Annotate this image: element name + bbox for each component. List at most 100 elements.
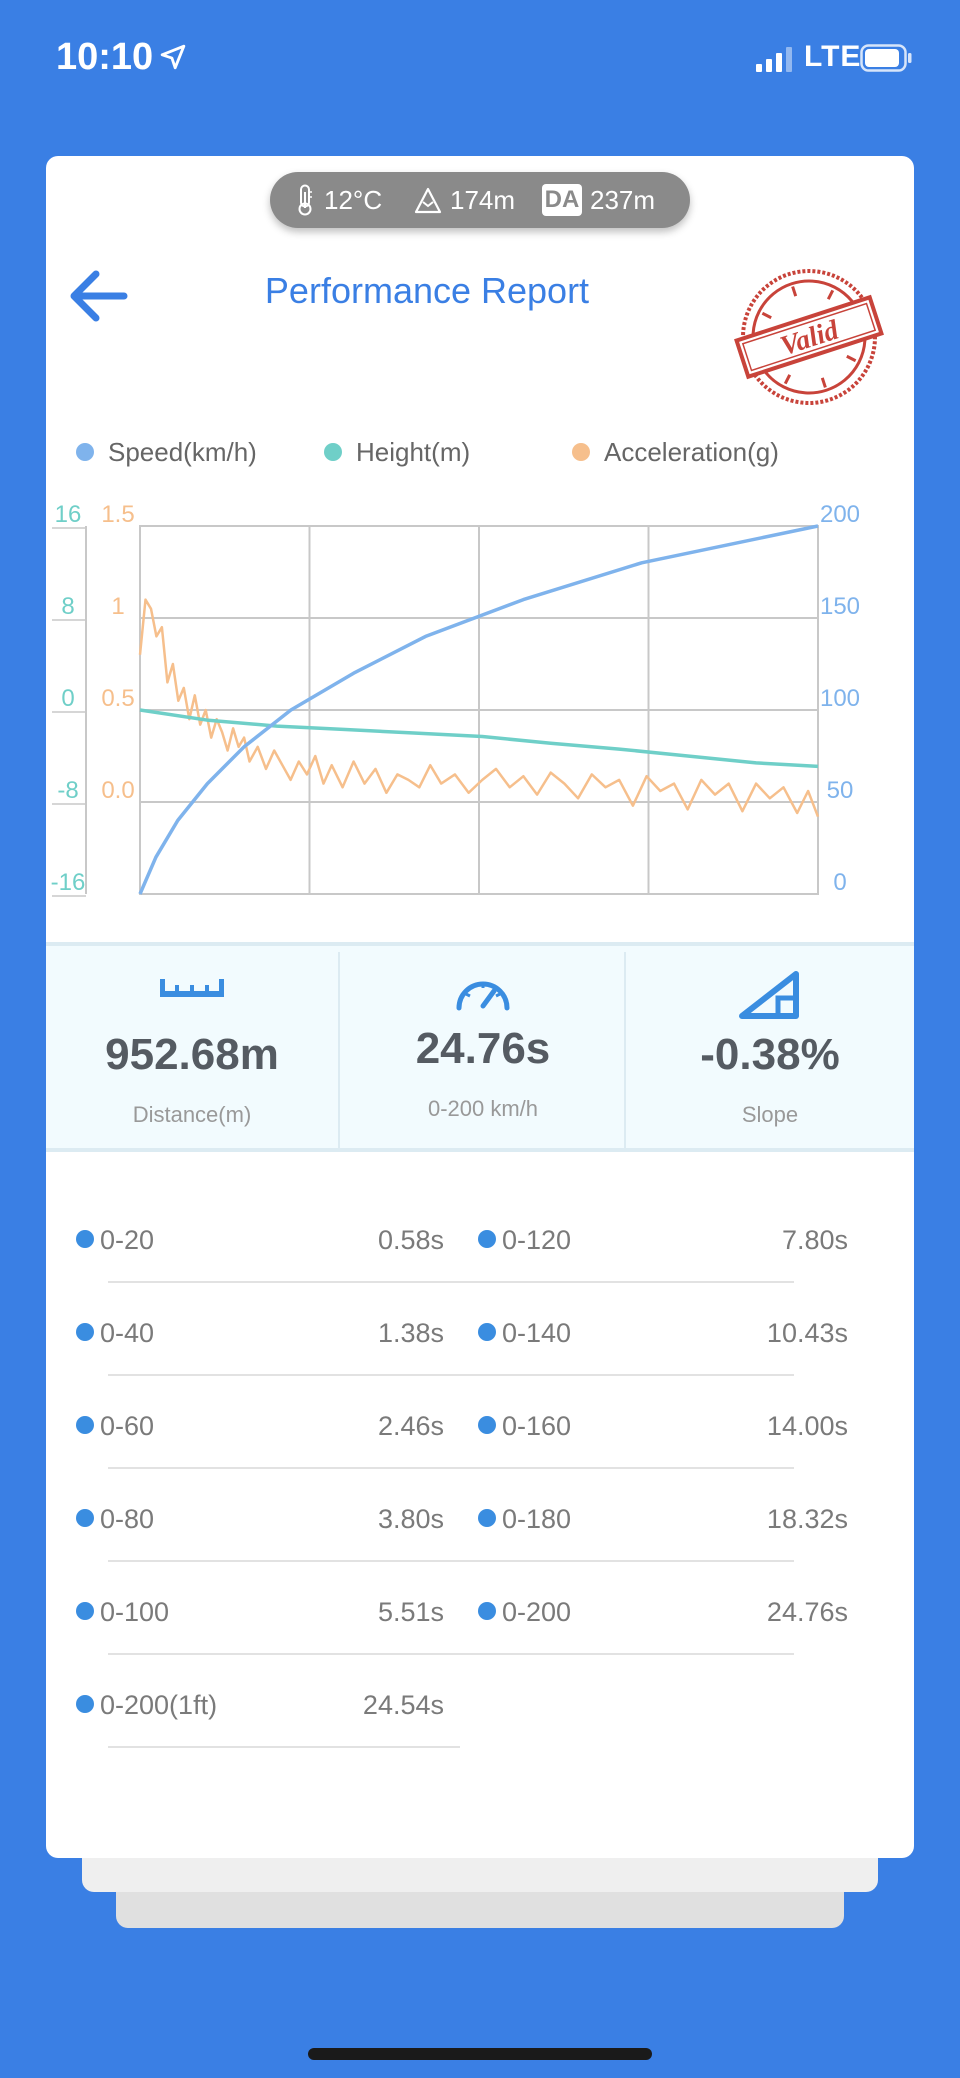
split-time: 7.80s (781, 1225, 848, 1255)
split-time: 5.51s (377, 1597, 444, 1627)
split-label-text: 0-200(1ft) (100, 1690, 218, 1720)
height-tick-label: 0 (61, 685, 74, 712)
height-tick-label: -16 (51, 869, 86, 896)
split-time: 0.58s (377, 1225, 444, 1255)
acceleration-tick-label: 1.5 (101, 501, 134, 528)
split-dot (76, 1508, 94, 1527)
legend-height-dot (324, 443, 342, 462)
speedometer-icon (456, 981, 510, 1011)
distance-label: Distance(m) (132, 1102, 252, 1127)
split-dot (478, 1415, 496, 1434)
split-separator (108, 1746, 460, 1748)
height-tick-label: -8 (57, 777, 78, 804)
metrics-panel: 952.68m Distance(m) 24.76s 0-200 km/h -0… (46, 942, 914, 1152)
split-separator (108, 1374, 794, 1376)
split-time: 24.76s (766, 1597, 848, 1627)
slope-value: -0.38% (700, 1030, 840, 1079)
split-separator (108, 1281, 794, 1283)
valid-stamp-icon: Valid (734, 269, 884, 405)
status-bar: 10:10 LTE (0, 0, 960, 120)
split-label-text: 0-40 (100, 1318, 155, 1348)
split-label: 0-200(1ft) (76, 1683, 217, 1727)
split-time: 14.00s (766, 1411, 848, 1441)
split-dot (76, 1601, 94, 1620)
split-label-text: 0-160 (502, 1411, 572, 1441)
distance-value: 952.68m (105, 1030, 279, 1079)
back-arrow-icon[interactable] (66, 266, 130, 326)
split-label: 0-140 (478, 1311, 571, 1355)
legend-speed[interactable]: Speed(km/h) (76, 432, 257, 472)
split-label: 0-60 (76, 1404, 154, 1448)
legend-acceleration-label: Acceleration(g) (604, 437, 779, 467)
zero-to-200-time-value: 24.76s (415, 1024, 551, 1073)
ruler-icon (160, 979, 224, 997)
battery-icon (860, 44, 912, 72)
status-time: 10:10 (56, 36, 154, 78)
card-stack-shadow-2 (116, 1888, 844, 1928)
speed-tick-label: 100 (820, 685, 860, 712)
weather-info-pill: 12°C 174m DA 237m (270, 172, 690, 228)
split-label: 0-20 (76, 1218, 154, 1262)
split-time: 10.43s (766, 1318, 848, 1348)
split-label-text: 0-60 (100, 1411, 155, 1441)
legend-height[interactable]: Height(m) (324, 432, 470, 472)
legend-speed-dot (76, 443, 94, 462)
split-separator (108, 1560, 794, 1562)
acceleration-tick-label: 1 (111, 593, 124, 620)
performance-chart: 16 8 0 -8 -16 1.5 1 0.5 0.0 200 150 100 50 0 (51, 501, 860, 897)
acceleration-tick-label: 0.0 (101, 777, 134, 804)
split-dot (478, 1229, 496, 1248)
height-tick-label: 8 (61, 593, 74, 620)
temperature-value: 12°C (324, 185, 383, 215)
split-dot (76, 1322, 94, 1341)
network-type: LTE (804, 40, 862, 73)
page-title: Performance Report (264, 270, 590, 311)
speed-tick-label: 50 (827, 777, 854, 804)
speed-series-line (138, 524, 819, 895)
split-dot (478, 1508, 496, 1527)
cellular-signal-icon (756, 47, 792, 72)
location-arrow-icon (160, 44, 186, 70)
altitude-value: 174m (450, 185, 516, 215)
speed-tick-label: 0 (833, 869, 846, 896)
zero-to-200-time-label: 0-200 km/h (427, 1096, 539, 1121)
split-label: 0-80 (76, 1497, 154, 1541)
split-label-text: 0-140 (502, 1318, 572, 1348)
legend-speed-label: Speed(km/h) (108, 437, 257, 467)
slope-label: Slope (741, 1102, 799, 1127)
split-separator (108, 1467, 794, 1469)
split-time: 18.32s (766, 1504, 848, 1534)
split-dot (478, 1601, 496, 1620)
speed-tick-label: 200 (820, 501, 860, 528)
split-label-text: 0-180 (502, 1504, 572, 1534)
split-label: 0-200 (478, 1590, 571, 1634)
da-label: DA (544, 186, 580, 213)
split-dot (478, 1322, 496, 1341)
split-label-text: 0-80 (100, 1504, 155, 1534)
split-time: 2.46s (377, 1411, 444, 1441)
metric-slope: -0.38% Slope (626, 946, 914, 1148)
thermometer-icon (298, 184, 312, 216)
legend-acceleration[interactable]: Acceleration(g) (572, 432, 779, 472)
chart-series (138, 524, 820, 895)
home-indicator[interactable] (308, 2048, 652, 2060)
split-dot (76, 1229, 94, 1248)
height-tick-label: 16 (55, 501, 82, 528)
split-time: 3.80s (377, 1504, 444, 1534)
metric-divider (338, 952, 340, 1148)
metric-divider (624, 952, 626, 1148)
split-dot (76, 1415, 94, 1434)
chart-tick-labels: 16 8 0 -8 -16 1.5 1 0.5 0.0 200 150 100 50 0 (51, 501, 860, 897)
split-label: 0-100 (76, 1590, 169, 1634)
split-label: 0-160 (478, 1404, 571, 1448)
split-label-text: 0-100 (100, 1597, 170, 1627)
split-label-text: 0-20 (100, 1225, 155, 1255)
slope-icon (739, 971, 799, 1019)
split-time: 24.54s (362, 1690, 444, 1720)
height-series-line (139, 708, 819, 769)
split-label: 0-180 (478, 1497, 571, 1541)
metric-distance: 952.68m Distance(m) (46, 946, 338, 1148)
chart-grid (140, 526, 818, 894)
density-altitude-value: 237m (590, 185, 656, 215)
split-label: 0-120 (478, 1218, 571, 1262)
